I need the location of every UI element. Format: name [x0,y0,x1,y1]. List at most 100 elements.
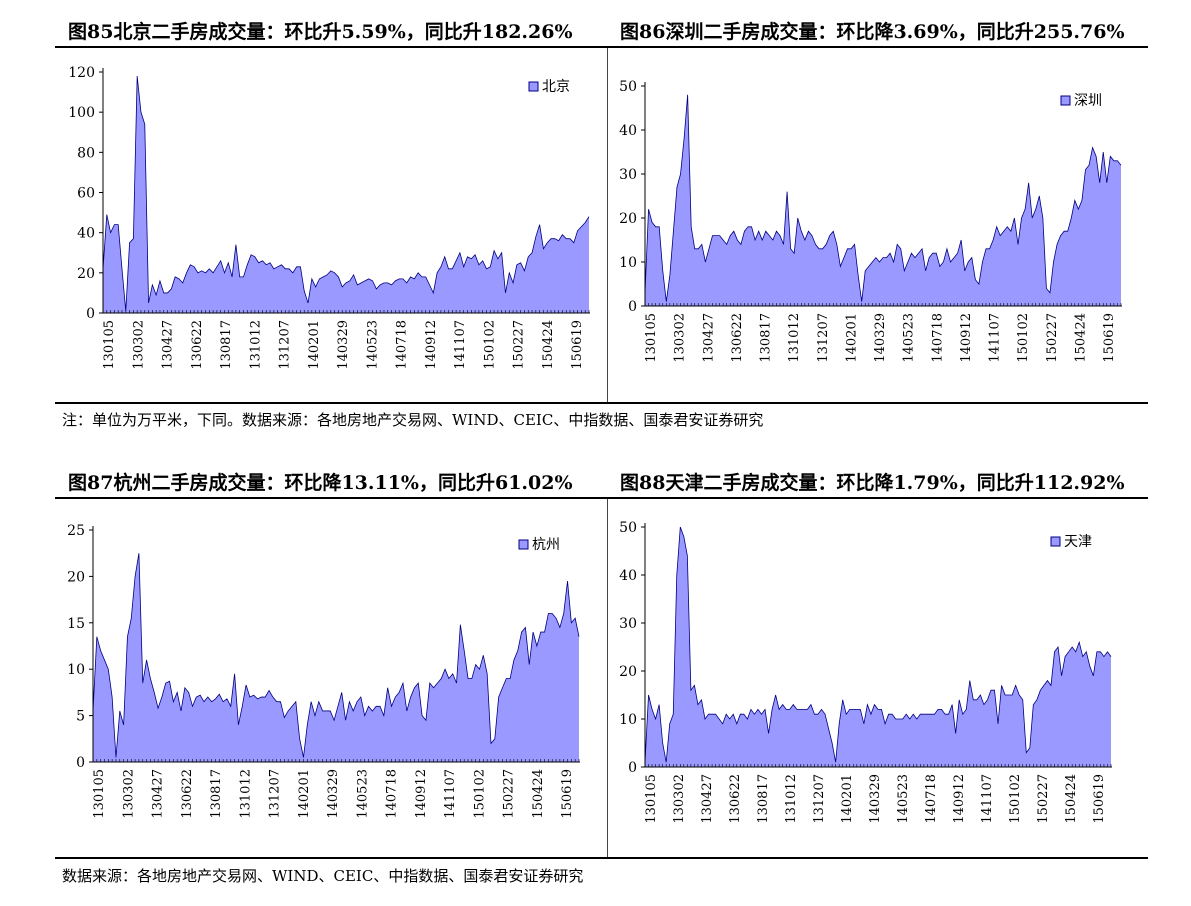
vertical-divider-1 [607,48,608,402]
data-point [510,678,511,679]
data-point [789,709,790,710]
y-tick-label: 60 [77,186,95,202]
data-point [803,709,804,710]
data-point [456,683,457,684]
data-point [1096,651,1097,652]
data-point [973,699,974,700]
data-point [475,254,476,255]
x-tick-label: 130302 [121,769,136,819]
data-point [289,268,290,269]
data-point [341,692,342,693]
data-point [829,235,830,236]
x-tick-label: 131207 [278,320,293,370]
data-point [372,280,373,281]
data-point [916,719,917,720]
data-point [1089,165,1090,166]
data-point [272,697,273,698]
data-point [969,680,970,681]
x-tick-label: 140912 [424,320,439,370]
data-point [1081,200,1082,201]
data-point [826,244,827,245]
data-point [758,231,759,232]
data-point [1057,244,1058,245]
x-tick-label: 131012 [787,313,802,363]
data-point [115,757,116,758]
x-tick-label: 141107 [453,320,468,370]
data-point [262,260,263,261]
data-point [334,272,335,273]
data-point [533,632,534,633]
data-point [1078,209,1079,210]
data-point [1082,656,1083,657]
data-point [150,678,151,679]
data-point [566,238,567,239]
data-point [456,260,457,261]
data-point [939,266,940,267]
data-point [729,719,730,720]
data-point [127,636,128,637]
data-point [269,690,270,691]
y-tick-label: 30 [619,616,637,632]
data-point [494,250,495,251]
y-tick-label: 40 [619,568,637,584]
data-point [114,224,115,225]
data-point [516,264,517,265]
data-point [505,292,506,293]
data-point [872,262,873,263]
data-point [1010,231,1011,232]
data-point [964,270,965,271]
data-point [1029,747,1030,748]
x-tick-label: 131012 [248,320,263,370]
data-point [1046,288,1047,289]
data-point [288,710,289,711]
y-tick-label: 25 [67,523,85,539]
data-point [211,701,212,702]
data-point [730,235,731,236]
data-point [242,706,243,707]
bottom-rule-2 [55,857,1148,859]
data-point [765,231,766,232]
data-point [1075,651,1076,652]
data-point [701,244,702,245]
x-tick-label: 130427 [161,320,176,370]
data-point [796,709,797,710]
data-point [839,723,840,724]
x-tick-label: 140912 [959,313,974,363]
data-point [1113,160,1114,161]
data-point [445,669,446,670]
data-point [959,699,960,700]
data-point [1061,675,1062,676]
data-point [856,709,857,710]
data-point [701,699,702,700]
data-point [196,697,197,698]
data-point [459,252,460,253]
data-point [215,698,216,699]
data-point [914,257,915,258]
data-point [112,697,113,698]
data-point [429,683,430,684]
data-point [192,706,193,707]
data-point [808,231,809,232]
data-point [137,76,138,77]
y-tick-label: 0 [628,299,637,315]
data-point [846,714,847,715]
data-point [747,719,748,720]
data-point [319,278,320,279]
data-point [1121,165,1122,166]
data-point [934,714,935,715]
data-point [573,242,574,243]
data-point [589,216,590,217]
data-point [1032,218,1033,219]
data-point [421,276,422,277]
data-point [673,231,674,232]
data-point [719,719,720,720]
y-tick-label: 80 [77,145,95,161]
x-tick-label: 150424 [541,320,556,370]
x-tick-label: 130622 [180,769,195,819]
y-tick-label: 100 [68,105,95,121]
data-point [904,270,905,271]
data-point [235,244,236,245]
data-point [925,270,926,271]
data-point [487,673,488,674]
x-tick-label: 140329 [873,313,888,363]
